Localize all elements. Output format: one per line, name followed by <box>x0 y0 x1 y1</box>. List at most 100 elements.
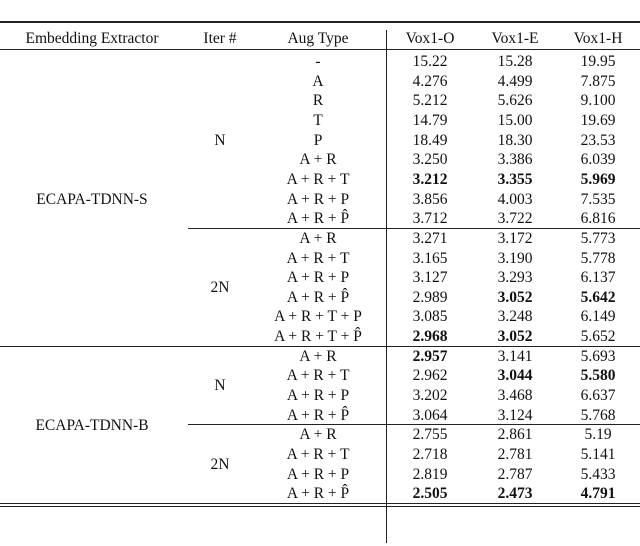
aug-type-cell: P <box>313 131 323 149</box>
value-cell: 3.468 <box>497 387 533 405</box>
value-cell: 18.49 <box>412 131 448 149</box>
aug-type-cell: A + R + P̂ <box>286 210 350 228</box>
value-cell: 5.580 <box>580 367 616 385</box>
value-cell: 4.791 <box>580 485 616 503</box>
header-cell: Iter # <box>203 30 237 47</box>
aug-type-cell: R <box>312 92 324 110</box>
value-cell: 19.69 <box>580 111 616 129</box>
value-cell: 5.778 <box>580 249 616 267</box>
iter-cell: N <box>214 377 226 395</box>
value-cell: 3.064 <box>412 406 448 424</box>
value-cell: 6.637 <box>580 387 616 405</box>
value-cell: 7.535 <box>580 190 616 208</box>
value-cell: 14.79 <box>412 111 448 129</box>
value-cell: 7.875 <box>580 72 616 90</box>
value-cell: 2.787 <box>497 465 533 483</box>
value-cell: 2.962 <box>412 367 448 385</box>
value-cell: 15.22 <box>412 53 448 70</box>
value-cell: 5.642 <box>580 288 616 306</box>
iter-cell: 2N <box>210 455 230 473</box>
value-cell: 3.293 <box>497 269 533 287</box>
value-cell: 4.003 <box>497 190 533 208</box>
value-cell: 5.773 <box>580 229 616 247</box>
aug-type-cell: A + R + P <box>286 465 350 483</box>
value-cell: 5.693 <box>580 347 616 365</box>
value-cell: 3.127 <box>412 269 448 287</box>
value-cell: 2.718 <box>412 446 448 463</box>
value-cell: 2.755 <box>412 426 448 444</box>
value-cell: 3.355 <box>497 170 533 188</box>
value-cell: 3.250 <box>412 151 448 169</box>
value-cell: 3.386 <box>497 151 533 169</box>
extractor-cell: ECAPA-TDNN-S <box>36 190 148 208</box>
aug-type-cell: T <box>313 111 323 129</box>
aug-type-cell: A + R + P̂ <box>286 288 350 306</box>
value-cell: 2.473 <box>497 485 533 503</box>
top-rule <box>0 21 640 23</box>
aug-type-cell: A + R <box>299 151 337 169</box>
value-cell: 3.085 <box>412 308 448 326</box>
value-cell: 3.271 <box>412 229 448 247</box>
header-cell: Vox1-H <box>573 30 623 47</box>
aug-type-cell: A + R + T + P̂ <box>274 328 362 346</box>
value-cell: 2.968 <box>412 328 448 346</box>
value-cell: 23.53 <box>580 131 616 149</box>
value-cell: 2.861 <box>497 426 533 444</box>
aug-type-cell: A + R <box>299 426 337 444</box>
aug-type-cell: A + R <box>299 347 337 365</box>
value-cell: 3.124 <box>497 406 533 424</box>
value-cell: 2.957 <box>412 347 448 365</box>
value-cell: 9.100 <box>580 92 616 110</box>
value-cell: 3.856 <box>412 190 448 208</box>
header-cell: Aug Type <box>287 30 349 47</box>
iter-rule <box>188 227 640 229</box>
header-cell: Embedding Extractor <box>25 30 159 47</box>
aug-type-cell: - <box>315 53 321 70</box>
iter-rule <box>188 424 640 426</box>
value-cell: 2.505 <box>412 485 448 503</box>
value-cell: 5.969 <box>580 170 616 188</box>
aug-type-cell: A + R + T + P <box>274 308 362 326</box>
value-cell: 5.19 <box>584 426 612 444</box>
value-cell: 5.212 <box>412 92 448 110</box>
value-cell: 3.212 <box>412 170 448 188</box>
header-rule <box>0 49 640 50</box>
iter-cell: 2N <box>210 278 230 296</box>
value-cell: 15.00 <box>497 111 533 129</box>
aug-type-cell: A + R <box>299 229 337 247</box>
group-rule <box>0 345 640 347</box>
column-divider <box>386 30 387 543</box>
value-cell: 3.202 <box>412 387 448 405</box>
value-cell: 15.28 <box>497 53 533 70</box>
value-cell: 3.141 <box>497 347 533 365</box>
header-cell: Vox1-O <box>405 30 455 47</box>
value-cell: 3.712 <box>412 210 448 228</box>
value-cell: 6.149 <box>580 308 616 326</box>
value-cell: 3.044 <box>497 367 533 385</box>
value-cell: 6.039 <box>580 151 616 169</box>
value-cell: 2.989 <box>412 288 448 306</box>
value-cell: 3.052 <box>497 328 533 346</box>
bottom-rule-2 <box>0 505 640 507</box>
value-cell: 19.95 <box>580 53 616 70</box>
value-cell: 3.165 <box>412 249 448 267</box>
value-cell: 5.626 <box>497 92 533 110</box>
aug-type-cell: A + R + P <box>286 387 350 405</box>
aug-type-cell: A + R + T <box>286 367 350 385</box>
aug-type-cell: A + R + P <box>286 269 350 287</box>
aug-type-cell: A <box>312 72 324 90</box>
aug-type-cell: A + R + P̂ <box>286 406 350 424</box>
aug-type-cell: A + R + T <box>286 446 350 463</box>
aug-type-cell: A + R + P̂ <box>286 485 350 503</box>
value-cell: 4.276 <box>412 72 448 90</box>
value-cell: 3.722 <box>497 210 533 228</box>
value-cell: 5.141 <box>580 446 616 463</box>
value-cell: 18.30 <box>497 131 533 149</box>
value-cell: 6.137 <box>580 269 616 287</box>
header-cell: Vox1-E <box>491 30 539 47</box>
value-cell: 5.433 <box>580 465 616 483</box>
iter-cell: N <box>214 131 226 149</box>
value-cell: 6.816 <box>580 210 616 228</box>
value-cell: 3.248 <box>497 308 533 326</box>
